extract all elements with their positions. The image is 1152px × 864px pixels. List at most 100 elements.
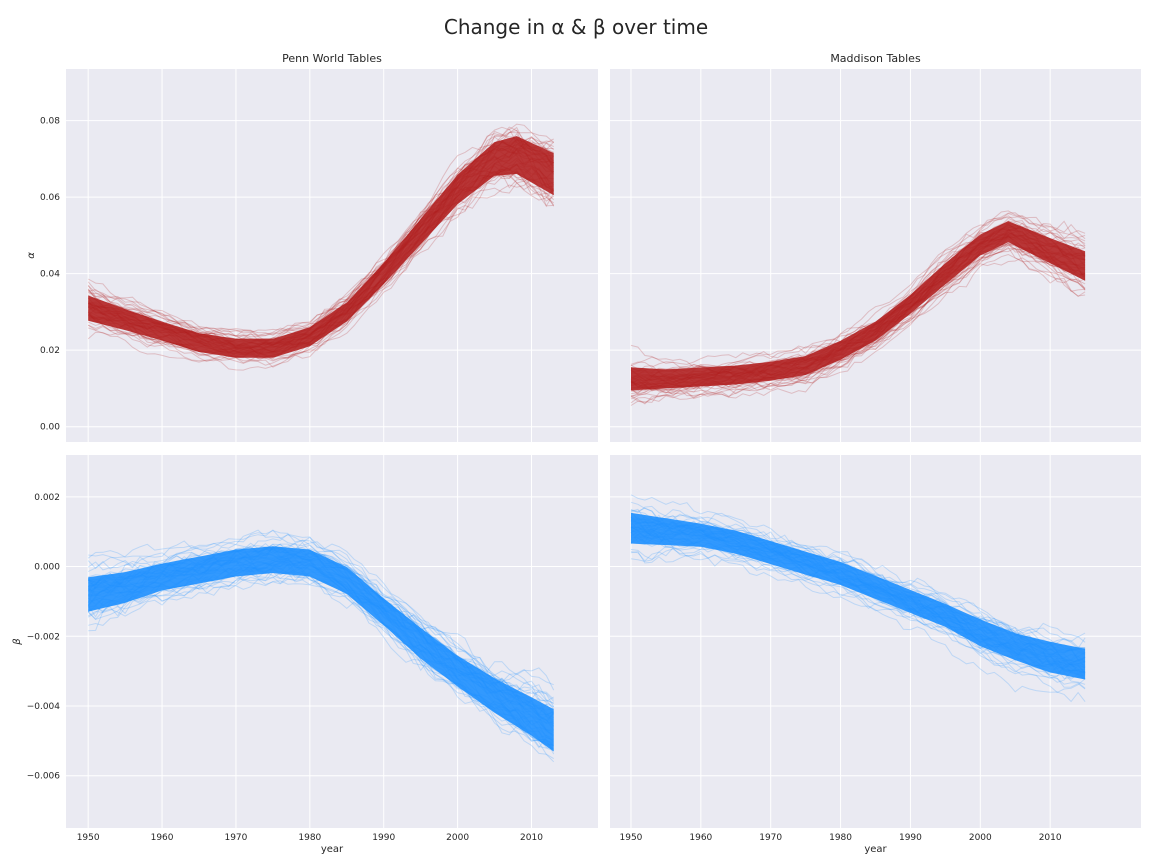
series-line <box>88 553 554 711</box>
series-line <box>630 516 1086 674</box>
y-tick-label: −0.006 <box>27 772 61 782</box>
series-line <box>630 508 1086 652</box>
series-line <box>88 541 554 719</box>
y-tick-label: 0.06 <box>40 193 60 203</box>
series-line <box>87 139 555 350</box>
series-line <box>88 123 555 340</box>
series-line <box>630 526 1086 670</box>
plot-area <box>66 69 598 442</box>
series-line <box>88 559 555 722</box>
series-line <box>88 147 555 349</box>
series-line <box>630 530 1086 680</box>
series-line <box>631 234 1086 376</box>
series-band <box>88 136 554 358</box>
series-line <box>630 547 1086 689</box>
series-line <box>630 234 1086 385</box>
series-group <box>630 210 1086 406</box>
series-line <box>87 544 554 704</box>
plot-area <box>610 455 1141 828</box>
series-line <box>88 148 554 354</box>
y-tick-label: 0.00 <box>40 423 60 433</box>
series-line <box>630 210 1086 378</box>
series-line <box>88 559 555 724</box>
x-axis-label: year <box>321 844 344 855</box>
y-tick-label: −0.004 <box>27 702 61 712</box>
series-line <box>88 126 554 337</box>
series-line <box>630 232 1086 387</box>
series-line <box>87 163 554 357</box>
series-line <box>630 519 1086 672</box>
panel-maddison-alpha: Maddison Tables <box>610 52 1141 442</box>
series-line <box>630 527 1086 673</box>
series-line <box>87 141 554 342</box>
y-tick-label: 0.04 <box>40 270 60 280</box>
panel-penn-beta: −0.006 −0.004 −0.002 0.000 0.002 1950 1960 1970… <box>12 455 598 855</box>
x-tick-label: 1990 <box>899 833 922 843</box>
series-line <box>88 533 555 691</box>
series-line <box>630 238 1086 375</box>
series-line <box>88 558 554 744</box>
series-line <box>88 174 555 362</box>
series-line <box>630 521 1086 659</box>
x-tick-label: 1970 <box>759 833 782 843</box>
series-line <box>630 529 1086 665</box>
series-line <box>630 231 1086 383</box>
y-tick-label: −0.002 <box>27 632 60 642</box>
series-line <box>630 526 1086 666</box>
series-line <box>87 169 555 360</box>
series-line <box>630 528 1086 674</box>
series-band <box>631 512 1086 680</box>
series-line <box>88 140 555 351</box>
series-line <box>630 518 1086 652</box>
series-line <box>630 525 1086 654</box>
series-line <box>630 524 1086 680</box>
y-axis-label: β <box>12 638 23 646</box>
series-line <box>630 532 1086 669</box>
series-line <box>87 135 554 337</box>
y-axis-label: α <box>26 252 37 259</box>
series-line <box>630 551 1086 703</box>
series-line <box>630 226 1086 377</box>
series-line <box>630 545 1086 666</box>
figure-title: Change in α & β over time <box>444 15 708 39</box>
series-line <box>88 172 554 354</box>
series-line <box>87 547 555 702</box>
series-line <box>630 531 1086 675</box>
x-tick-label: 1960 <box>689 833 712 843</box>
series-line <box>630 510 1086 662</box>
series-line <box>87 574 554 747</box>
series-line <box>630 225 1086 380</box>
series-line <box>87 539 554 731</box>
x-tick-label: 1950 <box>77 833 100 843</box>
series-line <box>87 163 555 364</box>
series-line <box>630 536 1086 680</box>
series-group <box>87 529 555 763</box>
series-line <box>88 141 555 349</box>
series-line <box>87 563 554 746</box>
series-band <box>631 221 1086 391</box>
series-line <box>630 227 1086 397</box>
series-line <box>630 243 1086 393</box>
series-line <box>630 520 1086 663</box>
series-line <box>88 571 555 747</box>
series-line <box>630 507 1086 654</box>
series-line <box>87 543 554 705</box>
series-line <box>630 234 1086 372</box>
series-line <box>88 145 554 349</box>
series-line <box>630 242 1086 390</box>
series-line <box>87 126 554 336</box>
series-line <box>630 501 1086 650</box>
series-line <box>630 222 1086 384</box>
series-line <box>88 548 555 727</box>
y-tick-label: 0.02 <box>40 346 60 356</box>
series-line <box>88 148 555 355</box>
series-line <box>630 517 1086 666</box>
series-line <box>87 579 554 750</box>
series-line <box>87 158 555 353</box>
series-line <box>87 131 555 347</box>
series-line <box>87 543 554 710</box>
series-line <box>88 542 554 721</box>
series-line <box>87 144 554 348</box>
panel-title: Penn World Tables <box>282 52 382 65</box>
